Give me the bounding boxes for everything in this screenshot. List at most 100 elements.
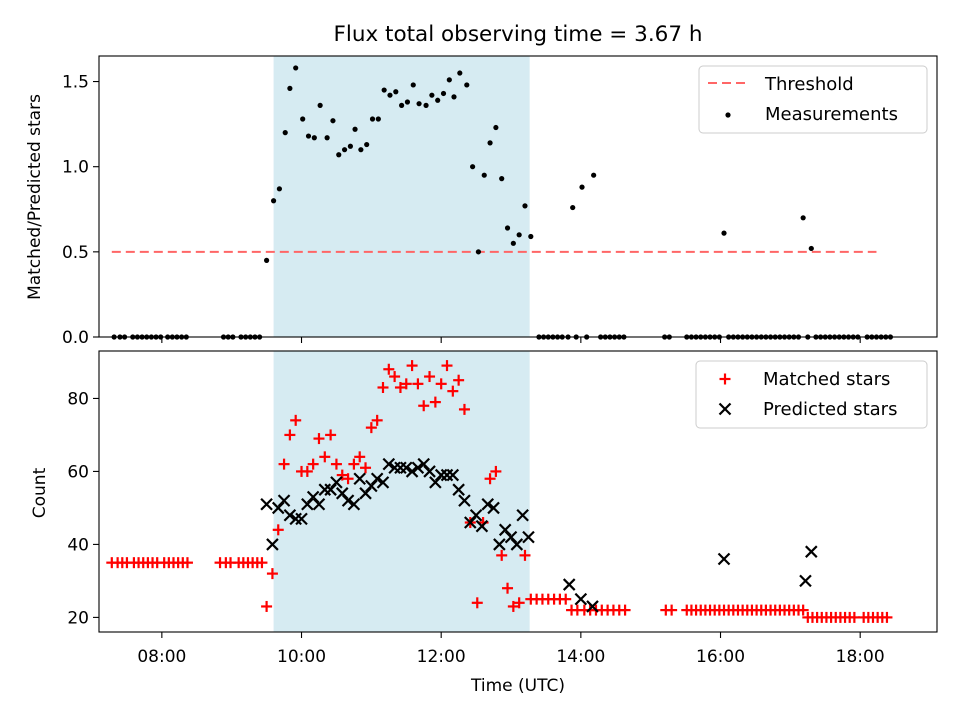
- matched-star-point: [371, 414, 383, 426]
- matched-star-point: [290, 414, 302, 426]
- matched-star-point: [394, 381, 406, 393]
- measurement-point: [440, 90, 447, 97]
- measurement-point: [282, 130, 288, 136]
- bottom-axes-frame: [98, 350, 938, 633]
- measurement-point: [387, 92, 393, 98]
- measurement-point: [416, 101, 422, 107]
- measurement-point: [493, 124, 499, 131]
- measurement-point: [435, 97, 441, 103]
- measurement-point: [358, 147, 364, 153]
- bottom-y-tick-label: 60: [67, 462, 89, 482]
- predicted-star-point: [295, 512, 308, 526]
- measurement-point: [347, 143, 353, 149]
- predicted-star-point: [411, 461, 425, 475]
- top-y-tick-label: 1.0: [62, 158, 89, 178]
- measurement-point: [516, 232, 522, 238]
- bottom-observing-window-span: [273, 351, 530, 632]
- matched-star-point: [848, 611, 860, 623]
- matched-star-point: [412, 378, 424, 390]
- matched-star-point: [666, 604, 678, 616]
- matched-star-point: [484, 473, 496, 485]
- predicted-star-point: [574, 592, 588, 606]
- matched-star-point: [513, 597, 525, 609]
- predicted-star-point: [586, 600, 599, 613]
- measurement-point: [446, 77, 452, 83]
- top-x-axis: [161, 337, 861, 343]
- matched-star-point: [490, 465, 502, 477]
- predicted-star-point: [423, 465, 436, 478]
- measurement-point: [270, 198, 277, 204]
- predicted-star-point: [522, 530, 535, 544]
- measurement-point: [721, 230, 727, 236]
- measurement-point: [504, 225, 511, 231]
- predicted-star-point: [260, 497, 273, 511]
- measurement-point: [410, 82, 416, 88]
- predicted-star-point: [475, 519, 489, 533]
- measurement-point: [404, 99, 411, 105]
- legend-predicted-symbol: [718, 402, 732, 416]
- bottom-y-axis: 20 40 60 80: [67, 389, 99, 628]
- measurement-point: [487, 140, 493, 146]
- matched-star-point: [435, 378, 447, 390]
- predicted-star-point: [452, 483, 465, 496]
- measurement-point: [311, 135, 317, 141]
- matched-star-point: [471, 597, 483, 609]
- matched-star-point: [313, 433, 325, 445]
- legend-measurements-label: Measurements: [765, 104, 898, 125]
- measurement-point: [800, 215, 806, 221]
- bottom-y-tick-label: 40: [67, 535, 89, 555]
- predicted-star-point: [458, 494, 471, 507]
- matched-star-point: [284, 429, 296, 441]
- bottom-y-axis-label: Count: [30, 467, 50, 518]
- measurement-point: [264, 257, 270, 263]
- measurement-point: [429, 92, 435, 98]
- top-y-axis-label: Matched/Predicted stars: [25, 94, 45, 300]
- matched-star-point: [330, 458, 342, 470]
- matched-star-point: [261, 600, 273, 612]
- predicted-star-point: [330, 476, 343, 489]
- bottom-x-tick-label: 16:00: [696, 647, 745, 667]
- matched-star-point: [360, 462, 372, 474]
- measurement-point: [293, 65, 299, 71]
- bottom-x-tick-label: 18:00: [836, 647, 885, 667]
- matched-star-point: [797, 604, 809, 616]
- predicted-star-point: [469, 508, 483, 522]
- predicted-star-point: [277, 494, 291, 507]
- legend-predicted-label: Predicted stars: [763, 399, 897, 420]
- matched-star-point: [266, 568, 278, 580]
- matched-star-point: [441, 360, 453, 372]
- top-y-tick-label: 0.5: [62, 243, 89, 263]
- measurement-point: [287, 85, 293, 91]
- measurement-point: [300, 116, 306, 122]
- predicted-star-point: [266, 538, 279, 551]
- bottom-x-tick-label: 14:00: [556, 647, 605, 667]
- predicted-star-point: [510, 538, 524, 551]
- matched-star-point: [354, 451, 366, 463]
- predicted-star-point: [312, 497, 326, 511]
- measurement-point: [364, 141, 370, 148]
- bottom-count-points: [106, 360, 893, 623]
- matched-star-point: [560, 593, 572, 605]
- matched-star-point: [377, 381, 389, 393]
- legend-matched-marker: [719, 373, 731, 385]
- matched-star-point: [400, 378, 412, 390]
- measurement-point: [464, 82, 470, 88]
- top-axes-frame: [98, 55, 938, 338]
- matched-star-point: [325, 429, 337, 441]
- matched-star-point: [301, 465, 313, 477]
- measurement-point: [305, 133, 312, 139]
- matched-star-point: [342, 473, 354, 485]
- predicted-star-point: [487, 501, 500, 515]
- predicted-star-point: [341, 494, 355, 507]
- measurement-point: [481, 172, 487, 178]
- bottom-y-tick-label: 80: [67, 389, 89, 409]
- measurement-point: [381, 87, 387, 93]
- measurement-point: [451, 94, 457, 100]
- top-panel: 0.0 0.5 1.0 1.5 Matched/Predicted stars Thr…: [25, 55, 938, 348]
- measurement-point: [317, 102, 323, 108]
- legend-matched-symbol: [719, 373, 731, 385]
- matched-star-point: [336, 469, 348, 481]
- measurement-point: [579, 184, 585, 190]
